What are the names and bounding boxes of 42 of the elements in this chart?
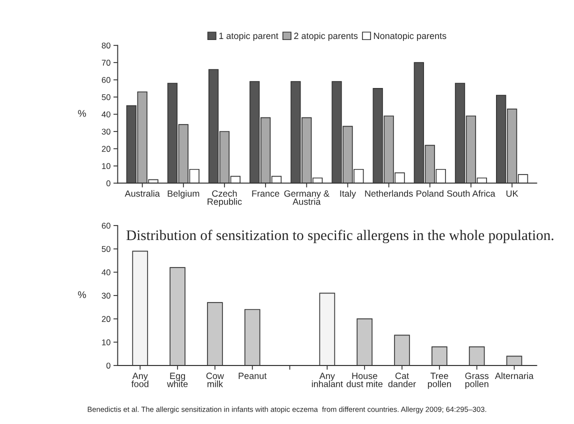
x-tick-label: UK [506, 190, 518, 197]
y-tick-label: 70 [102, 60, 110, 66]
y-tick-label: 60 [102, 77, 110, 83]
x-tick-label: Australia [124, 190, 160, 197]
x-tick-label: Any inhalant [312, 372, 343, 388]
x-tick-label: Egg white [166, 372, 188, 388]
y-tick-label: 30 [102, 292, 110, 299]
y-tick-label: 80 [102, 42, 110, 48]
x-tick-label: Czech Republic [208, 190, 242, 207]
y-tick-label: 20 [102, 146, 110, 152]
y-tick-label: 10 [102, 163, 110, 170]
y-tick-label: 20 [102, 316, 110, 322]
x-tick-label: Italy [340, 190, 356, 199]
x-tick-label: Tree pollen [428, 372, 451, 389]
y-tick-label: 60 [102, 222, 110, 229]
x-tick-label: Any food [131, 372, 148, 388]
x-tick-label: House dust mite [346, 372, 383, 388]
x-tick-label: France [252, 190, 280, 197]
y-tick-label: 0 [106, 180, 110, 186]
y-tick-label: 50 [102, 246, 110, 252]
legend-label: 2 atopic parents [294, 32, 358, 41]
legend-label: 1 atopic parent [219, 32, 278, 41]
legend-label: Nonatopic parents [374, 32, 446, 41]
x-tick-label: Cat dander [388, 372, 416, 388]
x-tick-label: Alternaria [494, 372, 534, 380]
chart-title: Distribution of sensitization to specific allergens in the whole population. [126, 230, 554, 244]
y-tick-label: 50 [102, 94, 110, 100]
y-tick-label: 0 [106, 362, 110, 369]
x-tick-label: Cow milk [206, 372, 224, 388]
y-tick-label: 40 [102, 111, 110, 118]
x-tick-label: Belgium [168, 190, 200, 199]
x-tick-label: Peanut [238, 372, 267, 380]
y-tick-label: 10 [102, 339, 110, 346]
x-tick-label: Poland [416, 190, 444, 197]
y-axis-title: % [78, 291, 86, 298]
x-tick-label: Germany & Austria [284, 190, 330, 205]
y-tick-label: 40 [102, 269, 110, 276]
x-tick-label: South Africa [447, 190, 496, 197]
x-tick-label: Grass pollen [465, 372, 489, 389]
x-tick-label: Netherlands [365, 190, 413, 197]
y-tick-label: 30 [102, 128, 110, 135]
y-axis-title: % [78, 110, 86, 117]
